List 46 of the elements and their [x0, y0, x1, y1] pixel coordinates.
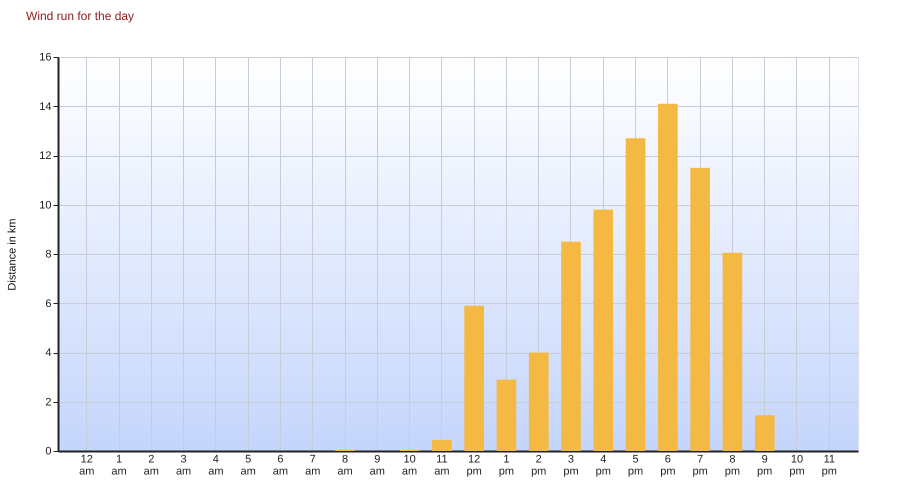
y-tick-label: 2: [45, 396, 52, 408]
x-tick-label: 9 pm: [757, 454, 772, 478]
x-tick-label: 4 pm: [596, 454, 611, 478]
y-tick-label: 12: [39, 150, 52, 162]
x-tick-label: 11 am: [434, 454, 450, 478]
x-tick-label: 8 pm: [724, 454, 740, 478]
x-tick-label: 3 pm: [563, 454, 579, 478]
y-tick-label: 14: [39, 100, 52, 113]
x-tick-label: 5 am: [240, 454, 256, 478]
y-tick-label: 10: [39, 199, 52, 212]
y-tick-label: 4: [45, 347, 52, 359]
bar: [658, 104, 678, 451]
x-tick-label: 1 pm: [498, 454, 514, 478]
x-tick-label: 7 pm: [692, 454, 708, 478]
x-tick-label: 9 am: [370, 454, 385, 478]
x-tick-label: 8 am: [337, 454, 353, 478]
x-tick-label: 4 am: [208, 454, 224, 478]
x-tick-label: 12 pm: [466, 454, 482, 478]
chart-title: Wind run for the day: [26, 9, 134, 23]
bar: [722, 252, 742, 451]
x-tick-label: 7 am: [305, 454, 320, 478]
x-tick-label: 12 am: [79, 454, 94, 478]
bar: [754, 415, 775, 451]
bar: [528, 352, 549, 451]
x-tick-label: 11 pm: [822, 454, 837, 478]
bar: [690, 168, 710, 451]
bar: [496, 380, 516, 451]
bar: [593, 210, 614, 451]
x-tick-label: 6 pm: [660, 454, 676, 478]
x-tick-label: 3 am: [176, 454, 192, 478]
x-tick-label: 10 pm: [789, 454, 805, 478]
x-tick-label: 2 am: [144, 454, 159, 478]
y-tick-label: 0: [45, 446, 52, 458]
bar: [561, 242, 581, 451]
x-tick-label: 6 am: [272, 454, 288, 478]
y-axis-title: Distance in km: [6, 218, 18, 291]
y-tick-label: 16: [39, 52, 52, 64]
x-tick-label: 10 am: [402, 454, 418, 478]
x-tick-label: 1 am: [111, 454, 127, 478]
bar: [464, 306, 484, 451]
x-tick-label: 2 pm: [531, 454, 546, 478]
bar: [432, 440, 452, 451]
y-tick-label: 8: [45, 248, 52, 260]
bar: [626, 138, 646, 451]
y-tick-label: 6: [45, 298, 52, 310]
x-tick-label: 5 pm: [628, 454, 644, 478]
